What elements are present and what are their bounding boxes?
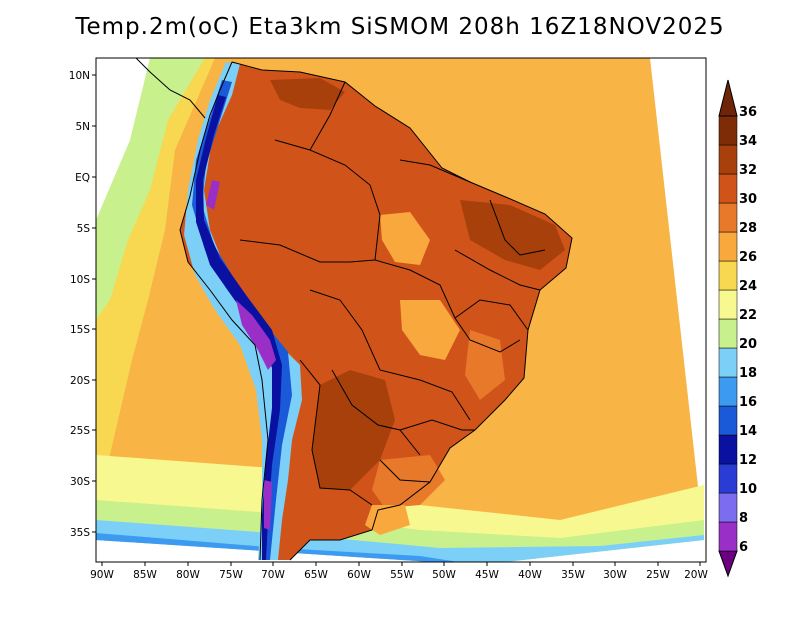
cool-band-nw — [96, 58, 205, 320]
country-borders — [135, 57, 573, 561]
colorbar-segment — [718, 144, 738, 175]
lat-ticks — [92, 74, 96, 533]
lon-labels: 90W 85W 80W 75W 70W 65W 60W 55W 50W 45W … — [90, 569, 708, 581]
lon-label: 20W — [684, 569, 708, 581]
colorbar-label: 26 — [739, 250, 757, 265]
andes-cold-peaks — [206, 180, 276, 530]
lon-label: 50W — [432, 569, 456, 581]
colorbar-label: 18 — [739, 366, 757, 381]
cool-highland-1 — [380, 212, 430, 265]
colorbar-segment — [718, 260, 738, 291]
lat-label: 25S — [70, 425, 90, 437]
colorbar-label: 32 — [739, 163, 757, 178]
map-title: Temp.2m(oC) Eta3km SiSMOM 208h 16Z18NOV2… — [75, 14, 725, 40]
colorbar-label: 8 — [739, 511, 748, 526]
colorbar-segment — [718, 492, 738, 523]
colorbar-segment — [718, 318, 738, 349]
colorbar-label: 28 — [739, 221, 757, 236]
south-cyan — [96, 520, 704, 562]
colorbar-label: 20 — [739, 337, 757, 352]
colorbar-segment — [718, 231, 738, 262]
lat-label: 5S — [77, 223, 91, 235]
lon-label: 75W — [219, 569, 243, 581]
lon-label: 35W — [561, 569, 585, 581]
colorbar-label: 22 — [739, 308, 757, 323]
lat-label: EQ — [75, 172, 90, 184]
south-blue — [96, 533, 459, 562]
hot-chaco — [312, 370, 395, 490]
lon-ticks — [101, 562, 701, 566]
colorbar-label: 34 — [739, 134, 757, 149]
lon-label: 85W — [133, 569, 157, 581]
lon-label: 60W — [347, 569, 371, 581]
colorbar-label: 16 — [739, 395, 757, 410]
south-brazil — [372, 455, 445, 508]
cool-highland-2 — [400, 300, 460, 360]
colorbar-segment — [718, 521, 738, 552]
hot-ne — [460, 200, 565, 270]
colorbar-label: 14 — [739, 424, 757, 439]
colorbar-labels: 6 8 10 12 14 16 18 20 22 24 26 28 30 32 … — [739, 105, 757, 555]
colorbar-segment — [718, 376, 738, 407]
hot-north — [270, 78, 345, 110]
colorbar-segment — [718, 463, 738, 494]
colorbar-segment — [718, 173, 738, 204]
lat-label: 20S — [70, 375, 90, 387]
colorbar-segment — [718, 347, 738, 378]
colorbar-segment — [718, 434, 738, 465]
lat-label: 10S — [70, 274, 90, 286]
lat-label: 30S — [70, 476, 90, 488]
colorbar-segment — [718, 115, 738, 146]
colorbar-label: 10 — [739, 482, 757, 497]
lat-labels: 10N 5N EQ 5S 10S 15S 20S 25S 30S 35S — [69, 70, 91, 539]
colorbar-segment — [718, 289, 738, 320]
lon-label: 45W — [475, 569, 499, 581]
colorbar-bottom-arrow — [718, 550, 738, 578]
lon-label: 25W — [646, 569, 670, 581]
colorbar-segment — [718, 202, 738, 233]
lat-label: 10N — [69, 70, 90, 82]
colorbar — [718, 79, 738, 578]
colorbar-label: 6 — [739, 540, 748, 555]
lon-label: 70W — [261, 569, 285, 581]
colorbar-segment — [718, 405, 738, 436]
uruguay — [365, 505, 410, 535]
lon-label: 80W — [176, 569, 200, 581]
lat-label: 15S — [70, 324, 90, 336]
lon-label: 30W — [603, 569, 627, 581]
lat-label: 35S — [70, 527, 90, 539]
andes-cold-core — [196, 95, 282, 560]
lon-label: 90W — [90, 569, 114, 581]
temperature-field — [96, 58, 704, 562]
lat-label: 5N — [75, 121, 90, 133]
lon-label: 65W — [304, 569, 328, 581]
colorbar-label: 36 — [739, 105, 757, 120]
colorbar-label: 12 — [739, 453, 757, 468]
colorbar-top-arrow — [718, 79, 738, 117]
lon-label: 40W — [518, 569, 542, 581]
colorbar-label: 30 — [739, 192, 757, 207]
cool-highland-3 — [465, 330, 505, 400]
colorbar-label: 24 — [739, 279, 757, 294]
lon-label: 55W — [390, 569, 414, 581]
map-frame — [95, 57, 707, 563]
